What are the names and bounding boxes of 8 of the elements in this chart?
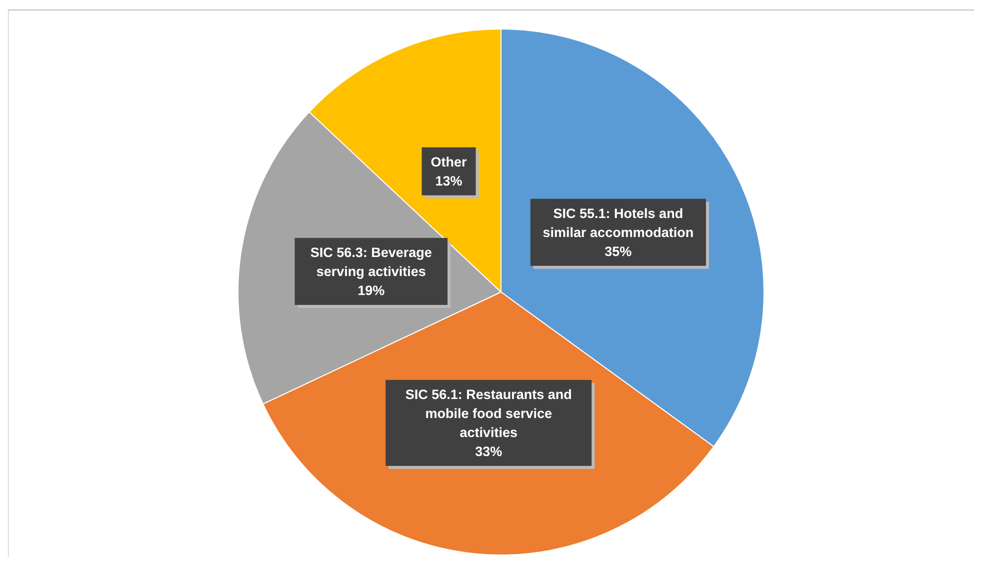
data-label: 35%: [604, 244, 632, 259]
slice-label: SIC 56.3: Beverage serving activities: [310, 244, 432, 279]
data-label: 33%: [475, 444, 502, 459]
slice-label: Other: [430, 154, 468, 170]
data-label: 13%: [435, 173, 462, 188]
slice-label: SIC 56.1: Restaurants and mobile food service activities: [405, 386, 572, 440]
slice-label: SIC 55.1: Hotels and similar accommodation: [542, 206, 694, 240]
data-label: 19%: [358, 282, 385, 298]
